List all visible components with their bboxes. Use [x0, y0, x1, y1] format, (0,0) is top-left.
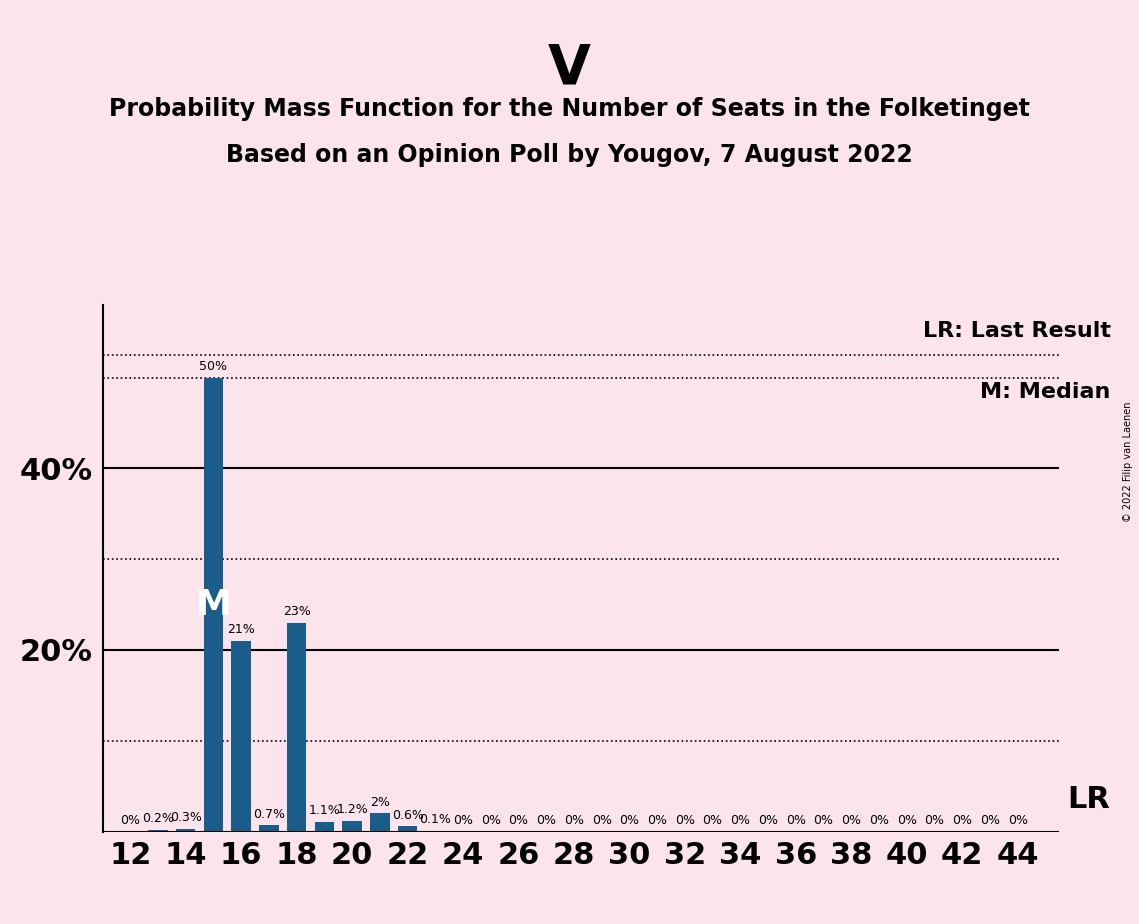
Text: 1.1%: 1.1% [309, 804, 341, 817]
Text: 0%: 0% [453, 814, 473, 827]
Text: 1.2%: 1.2% [336, 803, 368, 816]
Text: 0%: 0% [1008, 814, 1027, 827]
Text: 0.2%: 0.2% [142, 812, 174, 825]
Text: © 2022 Filip van Laenen: © 2022 Filip van Laenen [1123, 402, 1133, 522]
Text: 0%: 0% [121, 814, 140, 827]
Text: 0%: 0% [481, 814, 501, 827]
Bar [398, 826, 417, 832]
Text: 0%: 0% [786, 814, 805, 827]
Text: 2%: 2% [370, 796, 390, 808]
Bar [370, 813, 390, 832]
Bar [260, 825, 279, 832]
Text: 0%: 0% [842, 814, 861, 827]
Text: 0.1%: 0.1% [419, 813, 451, 826]
Text: LR: Last Result: LR: Last Result [923, 321, 1111, 341]
Text: 0.6%: 0.6% [392, 808, 424, 821]
Text: 23%: 23% [282, 605, 311, 618]
Text: 0%: 0% [675, 814, 695, 827]
Bar [231, 641, 251, 832]
Bar [314, 821, 334, 832]
Text: 0%: 0% [508, 814, 528, 827]
Text: Probability Mass Function for the Number of Seats in the Folketinget: Probability Mass Function for the Number… [109, 97, 1030, 121]
Text: 0%: 0% [925, 814, 944, 827]
Text: 0%: 0% [564, 814, 584, 827]
Text: M: Median: M: Median [981, 383, 1111, 402]
Text: 0%: 0% [647, 814, 667, 827]
Bar [343, 821, 362, 832]
Text: 0%: 0% [980, 814, 1000, 827]
Bar [204, 378, 223, 832]
Text: 0%: 0% [536, 814, 556, 827]
Text: 50%: 50% [199, 360, 228, 373]
Text: 0%: 0% [813, 814, 834, 827]
Bar [148, 830, 167, 832]
Text: 0.7%: 0.7% [253, 808, 285, 821]
Text: 0%: 0% [952, 814, 973, 827]
Bar [177, 829, 196, 832]
Text: 0.3%: 0.3% [170, 811, 202, 824]
Text: M: M [196, 588, 231, 622]
Text: 0%: 0% [896, 814, 917, 827]
Bar [287, 623, 306, 832]
Text: 0%: 0% [869, 814, 890, 827]
Text: 0%: 0% [759, 814, 778, 827]
Text: V: V [548, 42, 591, 95]
Text: Based on an Opinion Poll by Yougov, 7 August 2022: Based on an Opinion Poll by Yougov, 7 Au… [227, 143, 912, 167]
Text: LR: LR [1067, 785, 1111, 814]
Text: 0%: 0% [620, 814, 639, 827]
Text: 0%: 0% [703, 814, 722, 827]
Text: 21%: 21% [228, 624, 255, 637]
Text: 0%: 0% [730, 814, 751, 827]
Text: 0%: 0% [591, 814, 612, 827]
